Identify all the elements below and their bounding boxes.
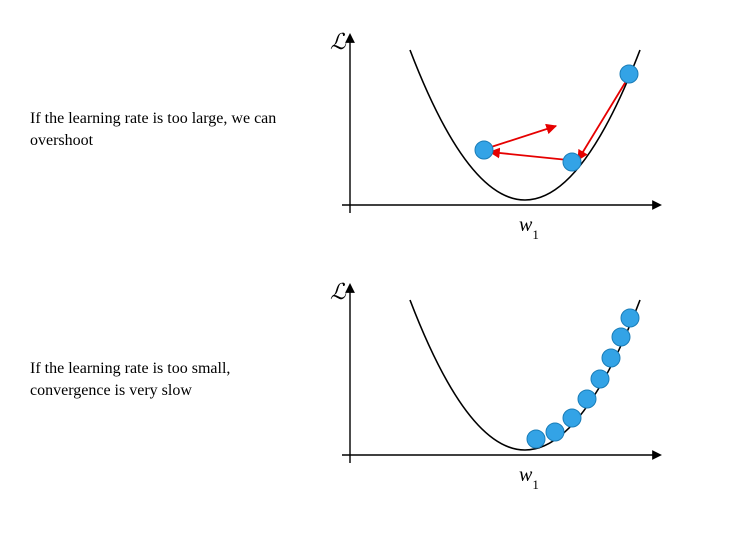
caption-small-lr: If the learning rate is too small, conve… [30,358,310,403]
loss-chart-overshoot: ℒw1 [310,20,670,240]
row-large-lr: If the learning rate is too large, we ca… [30,20,708,240]
loss-chart-slow: ℒw1 [310,270,670,490]
chart-large-lr: ℒw1 [310,20,708,240]
svg-text:w1: w1 [519,214,539,240]
row-small-lr: If the learning rate is too small, conve… [30,270,708,490]
chart-small-lr: ℒw1 [310,270,708,490]
svg-text:w1: w1 [519,464,539,490]
svg-text:ℒ: ℒ [330,29,347,54]
svg-text:ℒ: ℒ [330,279,347,304]
caption-large-lr: If the learning rate is too large, we ca… [30,108,310,153]
